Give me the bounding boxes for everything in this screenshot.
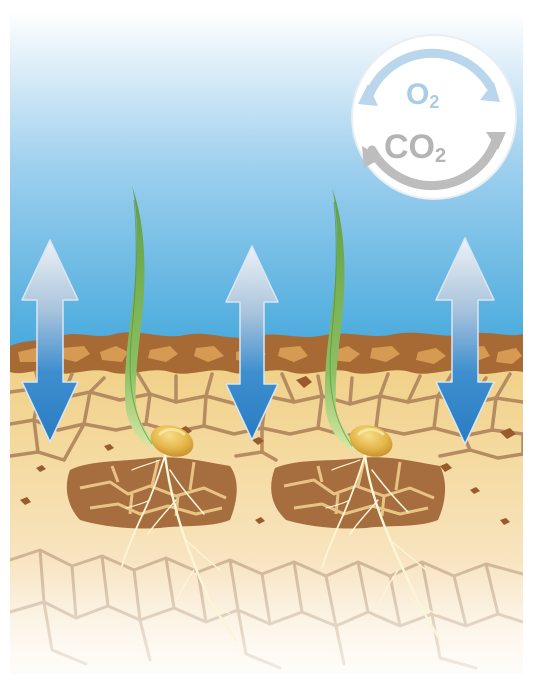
right-seedling[interactable] xyxy=(324,188,397,462)
right-seed-highlight xyxy=(357,428,385,436)
bottom-fade xyxy=(10,560,523,674)
cycle-arrowhead-left xyxy=(362,146,382,168)
right-arrow[interactable] xyxy=(435,237,495,445)
co2-subscript: 2 xyxy=(435,145,446,167)
cycle-disc xyxy=(351,34,517,200)
left-roots[interactable] xyxy=(121,453,238,642)
gas-exchange-cycle: O2 CO2 xyxy=(351,34,517,200)
right-roots[interactable] xyxy=(321,453,442,642)
o2-label: O2 xyxy=(406,78,439,112)
cycle-arrowhead-right xyxy=(480,82,500,102)
co2-label: CO2 xyxy=(384,128,446,167)
left-arrow[interactable] xyxy=(21,239,79,443)
soil-pebbles xyxy=(20,376,516,525)
left-seedling[interactable] xyxy=(124,186,198,462)
cycle-arrow-bottom xyxy=(367,135,501,191)
left-seed-highlight xyxy=(158,428,186,436)
cycle-arrow-top xyxy=(363,48,495,103)
middle-arrow[interactable] xyxy=(225,245,279,441)
right-clump xyxy=(271,457,446,529)
o2-subscript: 2 xyxy=(429,92,439,112)
left-leaf xyxy=(124,186,164,450)
cycle-arrowhead-down xyxy=(486,132,506,150)
right-leaf xyxy=(324,188,364,452)
cycle-arrowhead-left-up xyxy=(358,84,378,106)
right-leaf-vein xyxy=(329,201,353,447)
clump-cracks xyxy=(79,459,435,517)
left-leaf-vein xyxy=(129,199,153,445)
